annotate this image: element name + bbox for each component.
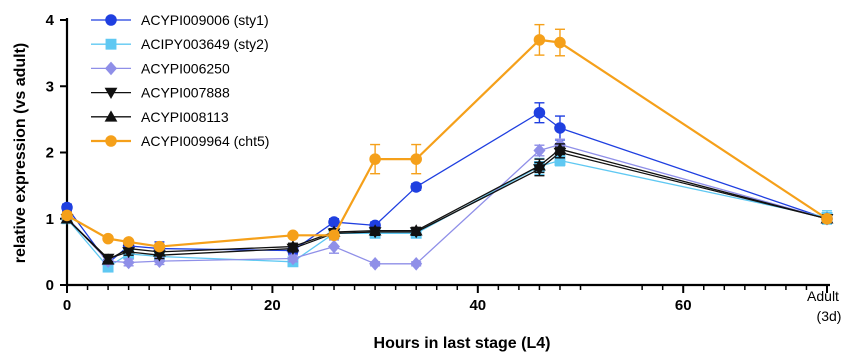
legend-label: ACYPI006250 [141, 60, 230, 76]
legend: ACYPI009006 (sty1) ACIPY003649 (sty2) ACYP… [91, 12, 269, 149]
data-point [368, 224, 382, 236]
data-point [287, 229, 299, 242]
x-tick-label: 60 [675, 297, 692, 314]
data-point [410, 257, 423, 271]
data-point [409, 224, 423, 236]
data-point [533, 106, 546, 119]
legend-item: ACYPI009006 (sty1) [91, 12, 269, 28]
series-6 [61, 23, 833, 253]
data-point [533, 34, 546, 46]
y-tick-label: 1 [46, 211, 54, 228]
legend-label: ACIPY003649 (sty2) [141, 36, 269, 52]
data-point [369, 257, 382, 271]
data-point [533, 143, 546, 158]
legend-item: ACIPY003649 (sty2) [91, 36, 269, 52]
legend-marker [105, 14, 117, 26]
data-point [286, 251, 299, 266]
legend-item: ACYPI007888 [91, 85, 230, 101]
data-point [153, 240, 166, 253]
legend-label: ACYPI009964 (cht5) [141, 133, 269, 149]
legend-marker [105, 38, 117, 50]
legend-label: ACYPI007888 [141, 85, 230, 101]
y-tick-label: 4 [46, 12, 55, 29]
data-point [554, 36, 566, 49]
data-point [410, 181, 422, 193]
data-point [61, 209, 73, 222]
data-point [102, 232, 114, 245]
data-point [122, 236, 135, 248]
data-point [101, 253, 115, 265]
data-point [821, 212, 833, 225]
series-5 [60, 142, 834, 265]
y-tick-label: 2 [46, 145, 54, 162]
y-tick-label: 3 [46, 78, 54, 95]
series-1 [61, 102, 833, 269]
legend-label: ACYPI008113 [141, 109, 229, 125]
x-axis-title: Hours in last stage (L4) [374, 335, 551, 352]
data-point [554, 122, 566, 134]
y-tick-label: 0 [46, 277, 54, 294]
legend-item: ACYPI006250 [91, 60, 230, 76]
legend-marker [105, 135, 117, 147]
x-category-label: (3d) [817, 308, 842, 324]
data-point [122, 242, 136, 254]
data-point [61, 201, 73, 214]
y-axis-title: relative expression (vs adult) [12, 43, 29, 264]
legend-item: ACYPI009964 (cht5) [91, 133, 269, 149]
legend-label: ACYPI009006 (sty1) [141, 12, 269, 28]
data-point [533, 159, 546, 171]
series-4 [60, 146, 834, 265]
data-point [369, 153, 381, 165]
x-category-label: Adult [807, 288, 839, 304]
series-line [66, 143, 828, 265]
legend-marker [104, 110, 118, 122]
data-point [328, 216, 340, 228]
data-point [286, 240, 300, 252]
data-point [410, 153, 422, 165]
data-point [554, 155, 566, 166]
series-line [66, 148, 828, 261]
x-tick-label: 0 [63, 297, 71, 314]
data-point [553, 142, 567, 154]
legend-marker [105, 61, 117, 76]
data-point [122, 255, 135, 270]
data-point [328, 229, 340, 242]
data-point [328, 239, 341, 254]
legend-item: ACYPI008113 [91, 109, 229, 125]
legend-marker [104, 87, 118, 99]
x-tick-label: 20 [264, 297, 281, 314]
series-layer [60, 23, 834, 273]
x-tick-label: 40 [469, 297, 486, 314]
